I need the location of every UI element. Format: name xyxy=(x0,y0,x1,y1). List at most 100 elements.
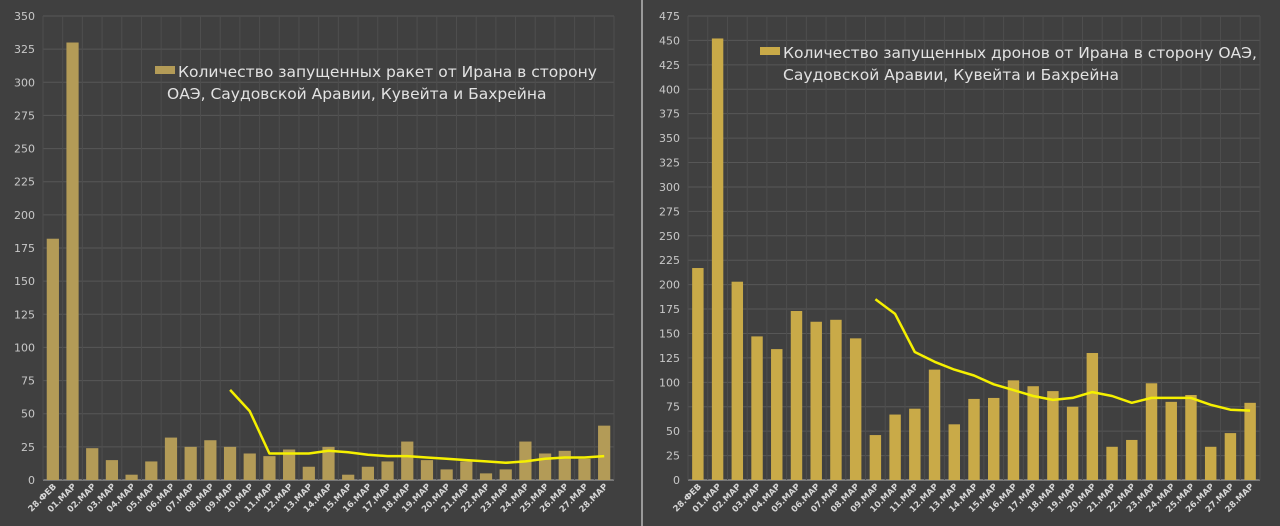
y-tick-label: 50 xyxy=(21,408,35,421)
legend-text-line-1: Количество запущенных дронов от Ирана в … xyxy=(783,44,1257,62)
legend-text-line-1: Количество запущенных ракет от Ирана в с… xyxy=(178,63,597,81)
y-tick-label: 125 xyxy=(14,308,35,321)
y-tick-label: 150 xyxy=(14,275,35,288)
y-tick-label: 225 xyxy=(14,176,35,189)
bar-11.МАР xyxy=(263,456,276,480)
bar-25.МАР xyxy=(1185,395,1197,480)
bar-06.МАР xyxy=(164,437,178,480)
bar-17.МАР xyxy=(1027,386,1039,480)
bar-12.МАР xyxy=(928,369,941,480)
legend-swatch-bar xyxy=(760,47,780,55)
y-tick-label: 200 xyxy=(659,279,680,292)
y-tick-label: 325 xyxy=(659,157,680,170)
y-tick-label: 0 xyxy=(673,474,680,487)
y-tick-label: 200 xyxy=(14,209,35,222)
y-tick-label: 100 xyxy=(14,341,35,354)
bar-21.МАР xyxy=(1106,446,1118,480)
y-tick-label: 25 xyxy=(21,441,35,454)
bar-28.ФЕВ xyxy=(46,238,59,480)
y-tick-label: 250 xyxy=(14,143,35,156)
trend-line xyxy=(874,298,1251,412)
bar-27.МАР xyxy=(578,458,591,480)
y-tick-label: 175 xyxy=(14,242,35,255)
bar-04.МАР xyxy=(771,349,783,480)
y-tick-label: 275 xyxy=(14,109,35,122)
bar-10.МАР xyxy=(243,453,256,480)
bar-28.ФЕВ xyxy=(692,268,704,480)
bar-18.МАР xyxy=(401,441,414,480)
y-tick-label: 350 xyxy=(659,132,680,145)
missiles-legend: Количество запущенных ракет от Ирана в с… xyxy=(155,61,597,105)
bar-28.МАР xyxy=(1244,402,1256,480)
y-tick-label: 300 xyxy=(659,181,680,194)
y-tick-label: 475 xyxy=(659,10,680,23)
y-tick-label: 450 xyxy=(659,34,680,47)
y-tick-label: 225 xyxy=(659,254,680,267)
bar-14.МАР xyxy=(968,398,980,480)
y-tick-label: 75 xyxy=(21,375,35,388)
bar-15.МАР xyxy=(342,474,355,480)
bar-24.МАР xyxy=(1165,401,1177,480)
bar-16.МАР xyxy=(1007,380,1020,480)
bar-04.МАР xyxy=(125,474,138,480)
bar-28.МАР xyxy=(598,425,611,480)
drones-chart-panel: 0 25 50 75 100 125 150 175 200 225 250 275 300 325 350… xyxy=(643,0,1280,526)
bar-19.МАР xyxy=(1066,406,1079,480)
y-tick-label: 100 xyxy=(659,376,680,389)
legend-text-line-2: Саудовской Аравии, Кувейта и Бахрейна xyxy=(783,66,1120,84)
bar-06.МАР xyxy=(810,321,822,480)
bar-09.МАР xyxy=(223,446,237,480)
missiles-chart: 0 25 50 75 100 125 150 175 200 225 250 275 300 325 350… xyxy=(14,10,615,515)
y-tick-label: 150 xyxy=(659,327,680,340)
bar-23.МАР xyxy=(1145,383,1158,480)
bar-19.МАР xyxy=(420,460,434,480)
bar-20.МАР xyxy=(1086,353,1099,480)
bar-21.МАР xyxy=(460,461,473,480)
y-tick-label: 325 xyxy=(14,43,35,56)
bar-17.МАР xyxy=(381,461,394,480)
chart-divider xyxy=(641,0,643,526)
drones-chart: 0 25 50 75 100 125 150 175 200 225 250 275 300 325 350… xyxy=(659,10,1261,515)
bar-13.МАР xyxy=(948,424,960,480)
y-tick-label: 0 xyxy=(28,474,35,487)
bar-08.МАР xyxy=(849,338,862,480)
y-tick-label: 250 xyxy=(659,230,680,243)
bar-03.МАР xyxy=(751,336,763,480)
bar-14.МАР xyxy=(322,446,335,480)
trend-line xyxy=(229,389,605,465)
bar-01.МАР xyxy=(66,42,79,481)
bar-11.МАР xyxy=(909,408,921,480)
drones-legend: Количество запущенных дронов от Ирана в … xyxy=(760,42,1257,86)
y-tick-label: 375 xyxy=(659,108,680,121)
missiles-chart-panel: 0 25 50 75 100 125 150 175 200 225 250 275 300 325 350… xyxy=(14,10,615,515)
bar-02.МАР xyxy=(86,448,99,480)
y-tick-label: 50 xyxy=(666,425,680,438)
legend-swatch-bar xyxy=(155,66,175,74)
bar-26.МАР xyxy=(558,450,571,480)
bar-07.МАР xyxy=(184,446,197,480)
y-tick-label: 425 xyxy=(659,59,680,72)
y-tick-label: 25 xyxy=(666,450,680,463)
bar-13.МАР xyxy=(302,466,315,480)
bar-22.МАР xyxy=(479,473,493,480)
bar-20.МАР xyxy=(440,469,453,480)
legend-text-line-2: ОАЭ, Саудовской Аравии, Кувейта и Бахрей… xyxy=(167,85,547,103)
y-tick-label: 350 xyxy=(14,10,35,23)
bar-22.МАР xyxy=(1126,439,1138,480)
y-tick-label: 275 xyxy=(659,205,680,218)
y-tick-label: 400 xyxy=(659,83,680,96)
bar-07.МАР xyxy=(830,319,842,480)
bar-15.МАР xyxy=(988,397,1000,480)
bar-05.МАР xyxy=(790,311,803,480)
bar-12.МАР xyxy=(283,449,296,480)
bar-16.МАР xyxy=(361,466,374,480)
bar-05.МАР xyxy=(145,461,158,480)
bar-02.МАР xyxy=(731,281,744,480)
y-tick-label: 125 xyxy=(659,352,680,365)
bar-10.МАР xyxy=(889,414,901,480)
bar-18.МАР xyxy=(1047,391,1059,480)
bar-23.МАР xyxy=(499,469,512,480)
y-tick-label: 175 xyxy=(659,303,680,316)
bar-09.МАР xyxy=(869,435,882,480)
bar-03.МАР xyxy=(105,460,119,480)
